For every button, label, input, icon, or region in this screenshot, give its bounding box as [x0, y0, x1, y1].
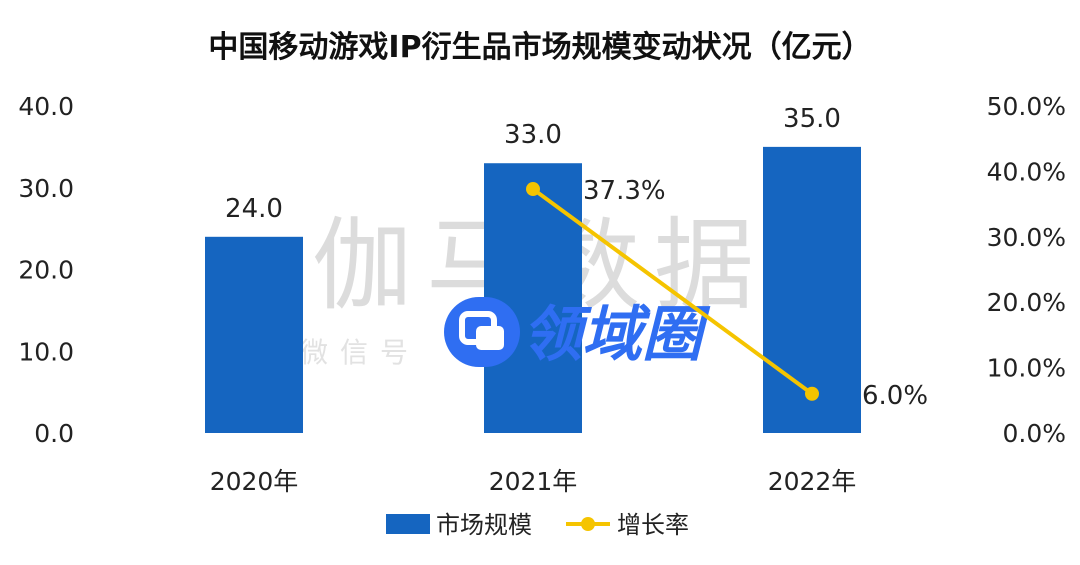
y-left-tick-label: 10.0: [18, 337, 74, 366]
legend-label-bar: 市场规模: [436, 511, 532, 539]
legend-label-line: 增长率: [617, 511, 689, 539]
legend: 市场规模 增长率: [386, 511, 689, 539]
y-axis-left: 0.0 10.0 20.0 30.0 40.0: [18, 92, 74, 448]
y-right-tick-label: 30.0%: [987, 223, 1066, 252]
y-right-tick-label: 10.0%: [987, 354, 1066, 383]
x-axis: 2020年 2021年 2022年: [210, 467, 857, 496]
logo-watermark: 领域圈: [444, 297, 711, 370]
x-tick-label: 2021年: [489, 467, 578, 496]
y-right-tick-label: 20.0%: [987, 288, 1066, 317]
line-value-label: 6.0%: [862, 381, 928, 411]
watermark-sub: 微信号: [300, 336, 420, 369]
logo-text: 领域圈: [522, 300, 711, 370]
y-left-tick-label: 30.0: [18, 174, 74, 203]
line-value-label: 37.3%: [583, 176, 666, 206]
y-right-tick-label: 0.0%: [1002, 419, 1066, 448]
legend-marker-line: [581, 517, 595, 531]
legend-swatch-bar: [386, 514, 430, 534]
x-tick-label: 2020年: [210, 467, 299, 496]
y-axis-right: 0.0% 10.0% 20.0% 30.0% 40.0% 50.0%: [987, 92, 1066, 448]
logo-icon: [444, 297, 520, 367]
y-left-tick-label: 40.0: [18, 92, 74, 121]
y-right-tick-label: 50.0%: [987, 92, 1066, 121]
bar: [205, 236, 303, 433]
bar: [484, 163, 582, 433]
bar-value-label: 33.0: [504, 120, 562, 150]
bar-value-label: 24.0: [225, 194, 283, 224]
chart-title: 中国移动游戏IP衍生品市场规模变动状况（亿元）: [208, 30, 871, 65]
y-left-tick-label: 20.0: [18, 256, 74, 285]
line-series: 37.3% 6.0%: [526, 176, 928, 411]
bar-value-label: 35.0: [783, 104, 841, 134]
y-left-tick-label: 0.0: [34, 419, 74, 448]
line-point: [526, 182, 540, 197]
line-path: [531, 187, 814, 396]
bar: [763, 146, 861, 433]
x-tick-label: 2022年: [768, 467, 857, 496]
bar-series: 24.0 33.0 35.0: [205, 104, 861, 433]
line-point: [805, 386, 819, 401]
y-right-tick-label: 40.0%: [987, 157, 1066, 186]
